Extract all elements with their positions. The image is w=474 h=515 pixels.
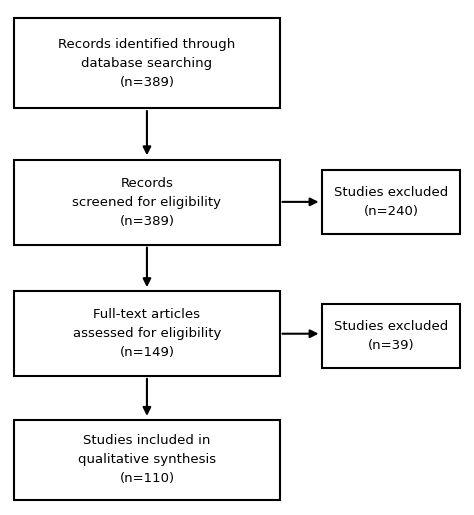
FancyBboxPatch shape [14, 18, 280, 108]
FancyBboxPatch shape [322, 304, 460, 368]
FancyBboxPatch shape [14, 160, 280, 245]
FancyBboxPatch shape [14, 291, 280, 376]
Text: Studies excluded
(n=39): Studies excluded (n=39) [334, 320, 448, 352]
FancyBboxPatch shape [322, 170, 460, 234]
Text: Records
screened for eligibility
(n=389): Records screened for eligibility (n=389) [73, 177, 221, 228]
Text: Studies excluded
(n=240): Studies excluded (n=240) [334, 186, 448, 218]
FancyBboxPatch shape [14, 420, 280, 500]
Text: Records identified through
database searching
(n=389): Records identified through database sear… [58, 38, 236, 89]
Text: Full-text articles
assessed for eligibility
(n=149): Full-text articles assessed for eligibil… [73, 308, 221, 359]
Text: Studies included in
qualitative synthesis
(n=110): Studies included in qualitative synthesi… [78, 434, 216, 485]
